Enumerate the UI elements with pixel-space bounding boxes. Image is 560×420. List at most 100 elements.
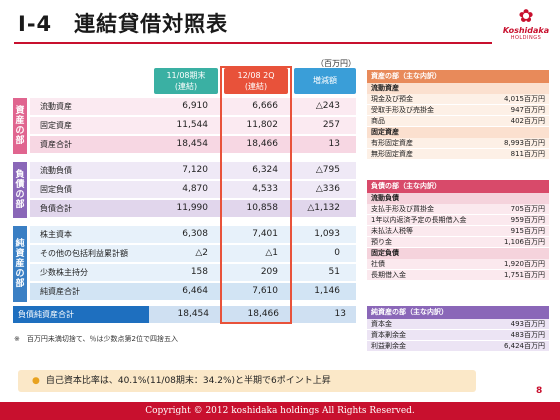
panel-title: 資産の部（主な内訳）	[367, 70, 549, 83]
item-amount: 4,015百万円	[503, 95, 545, 103]
panel-subheading: 固定資産	[367, 127, 549, 138]
column-header-change: 増減額	[294, 68, 356, 94]
item-name: 現金及び預金	[371, 95, 413, 103]
item-name: 受取手形及び売掛金	[371, 106, 434, 114]
logo-mark-icon: ✿	[518, 6, 534, 27]
bullet-icon: ●	[32, 376, 40, 386]
item-amount: 1,106百万円	[503, 238, 545, 246]
total-label: 負債純資産合計	[13, 306, 149, 323]
value-change: 0	[334, 248, 340, 258]
value-current: △1	[265, 248, 278, 258]
value-current: 6,666	[252, 101, 278, 111]
column-header-prev-text: 11/08期末 (連結)	[166, 71, 206, 91]
item-name: 商品	[371, 117, 385, 125]
item-amount: 947百万円	[510, 106, 545, 114]
panel-item: 未払法人税等 915百万円	[367, 226, 549, 237]
value-current: 11,802	[246, 120, 279, 130]
row-label: 流動資産	[40, 102, 72, 111]
total-current: 18,466	[247, 309, 280, 319]
item-name: 社債	[371, 260, 385, 268]
item-amount: 959百万円	[510, 216, 545, 224]
column-header-current-text: 12/08 2Q (連結)	[237, 71, 275, 91]
item-amount: 811百万円	[510, 150, 545, 158]
page-title: Ⅰ-4 連結貸借対照表	[18, 12, 229, 36]
logo-holdings: HOLDINGS	[510, 35, 542, 41]
item-amount: 493百万円	[510, 320, 545, 328]
value-prev: 158	[190, 267, 208, 277]
panel-item: 有形固定資産 8,993百万円	[367, 138, 549, 149]
logo-brand: Koshidaka	[502, 26, 550, 35]
panel-item: 現金及び預金 4,015百万円	[367, 94, 549, 105]
item-amount: 705百万円	[510, 205, 545, 213]
table-row: 負債合計 11,990 10,858 △1,132	[30, 200, 356, 217]
item-amount: 8,993百万円	[503, 139, 545, 147]
panel-title: 純資産の部（主な内訳）	[367, 306, 549, 319]
item-amount: 915百万円	[510, 227, 545, 235]
item-name: 無形固定資産	[371, 150, 413, 158]
value-current: 209	[260, 267, 278, 277]
row-label: 少数株主持分	[40, 268, 88, 277]
company-logo: ✿ Koshidaka HOLDINGS	[500, 8, 552, 46]
value-change: 1,146	[314, 286, 340, 296]
column-header-current: 12/08 2Q (連結)	[224, 68, 288, 94]
panel-item: 利益剰余金 6,424百万円	[367, 341, 549, 352]
value-current: 4,533	[252, 184, 278, 194]
row-label: その他の包括利益累計額	[40, 249, 128, 258]
panel-item: 資本金 493百万円	[367, 319, 549, 330]
value-change: 13	[328, 139, 340, 149]
value-prev: △2	[195, 248, 208, 258]
row-label: 株主資本	[40, 230, 72, 239]
value-change: △243	[315, 101, 340, 111]
panel-item: 社債 1,920百万円	[367, 259, 549, 270]
value-prev: 4,870	[182, 184, 208, 194]
value-prev: 18,454	[176, 139, 209, 149]
value-change: 51	[328, 267, 340, 277]
table-row: 流動負債 7,120 6,324 △795	[30, 162, 356, 179]
row-label: 負債合計	[40, 204, 72, 213]
value-current: 7,610	[252, 286, 278, 296]
panel-item: 預り金 1,106百万円	[367, 237, 549, 248]
panel-item: 1年以内返済予定の長期借入金 959百万円	[367, 215, 549, 226]
footnote: ※ 百万円未満切捨て、％は少数点第2位で四捨五入	[14, 335, 178, 343]
panel-item: 商品 402百万円	[367, 116, 549, 127]
table-row: 流動資産 6,910 6,666 △243	[30, 98, 356, 115]
value-prev: 6,308	[182, 229, 208, 239]
panel-title: 負債の部（主な内訳）	[367, 180, 549, 193]
summary-banner: ● 自己資本比率は、40.1%(11/08期末：34.2%)と半期で6ポイント上昇	[18, 370, 476, 392]
item-name: 長期借入金	[371, 271, 406, 279]
panel-item: 長期借入金 1,751百万円	[367, 270, 549, 281]
summary-text: 自己資本比率は、40.1%(11/08期末：34.2%)と半期で6ポイント上昇	[45, 376, 331, 386]
panel-item: 資本剰余金 483百万円	[367, 330, 549, 341]
item-amount: 402百万円	[510, 117, 545, 125]
value-prev: 6,464	[182, 286, 208, 296]
table-row: 資産合計 18,454 18,466 13	[30, 136, 356, 153]
table-row: 株主資本 6,308 7,401 1,093	[30, 226, 356, 243]
item-name: 支払手形及び買掛金	[371, 205, 434, 213]
item-name: 預り金	[371, 238, 392, 246]
row-label: 固定負債	[40, 185, 72, 194]
table-row: 少数株主持分 158 209 51	[30, 264, 356, 281]
section-label-liabilities: 負債の部	[13, 162, 27, 218]
table-row: 純資産合計 6,464 7,610 1,146	[30, 283, 356, 300]
table-row: 固定負債 4,870 4,533 △336	[30, 181, 356, 198]
item-name: 有形固定資産	[371, 139, 413, 147]
value-current: 7,401	[252, 229, 278, 239]
value-current: 18,466	[246, 139, 279, 149]
panel-subheading: 流動資産	[367, 83, 549, 94]
panel-item: 受取手形及び売掛金 947百万円	[367, 105, 549, 116]
assets-breakdown-panel: 資産の部（主な内訳） 流動資産 現金及び預金 4,015百万円 受取手形及び売掛金…	[367, 70, 549, 160]
value-prev: 11,544	[176, 120, 209, 130]
value-current: 6,324	[252, 165, 278, 175]
copyright-footer: Copyright © 2012 koshidaka holdings All …	[0, 402, 560, 420]
value-current: 10,858	[246, 203, 279, 213]
item-amount: 483百万円	[510, 331, 545, 339]
table-row: その他の包括利益累計額 △2 △1 0	[30, 245, 356, 262]
value-prev: 7,120	[182, 165, 208, 175]
row-label: 流動負債	[40, 166, 72, 175]
liabilities-breakdown-panel: 負債の部（主な内訳） 流動負債 支払手形及び買掛金 705百万円 1年以内返済予定…	[367, 180, 549, 281]
item-name: 利益剰余金	[371, 342, 406, 350]
total-row: 負債純資産合計 18,454 18,466 13	[13, 306, 356, 323]
row-label: 固定資産	[40, 121, 72, 130]
item-amount: 1,920百万円	[503, 260, 545, 268]
panel-item: 支払手形及び買掛金 705百万円	[367, 204, 549, 215]
